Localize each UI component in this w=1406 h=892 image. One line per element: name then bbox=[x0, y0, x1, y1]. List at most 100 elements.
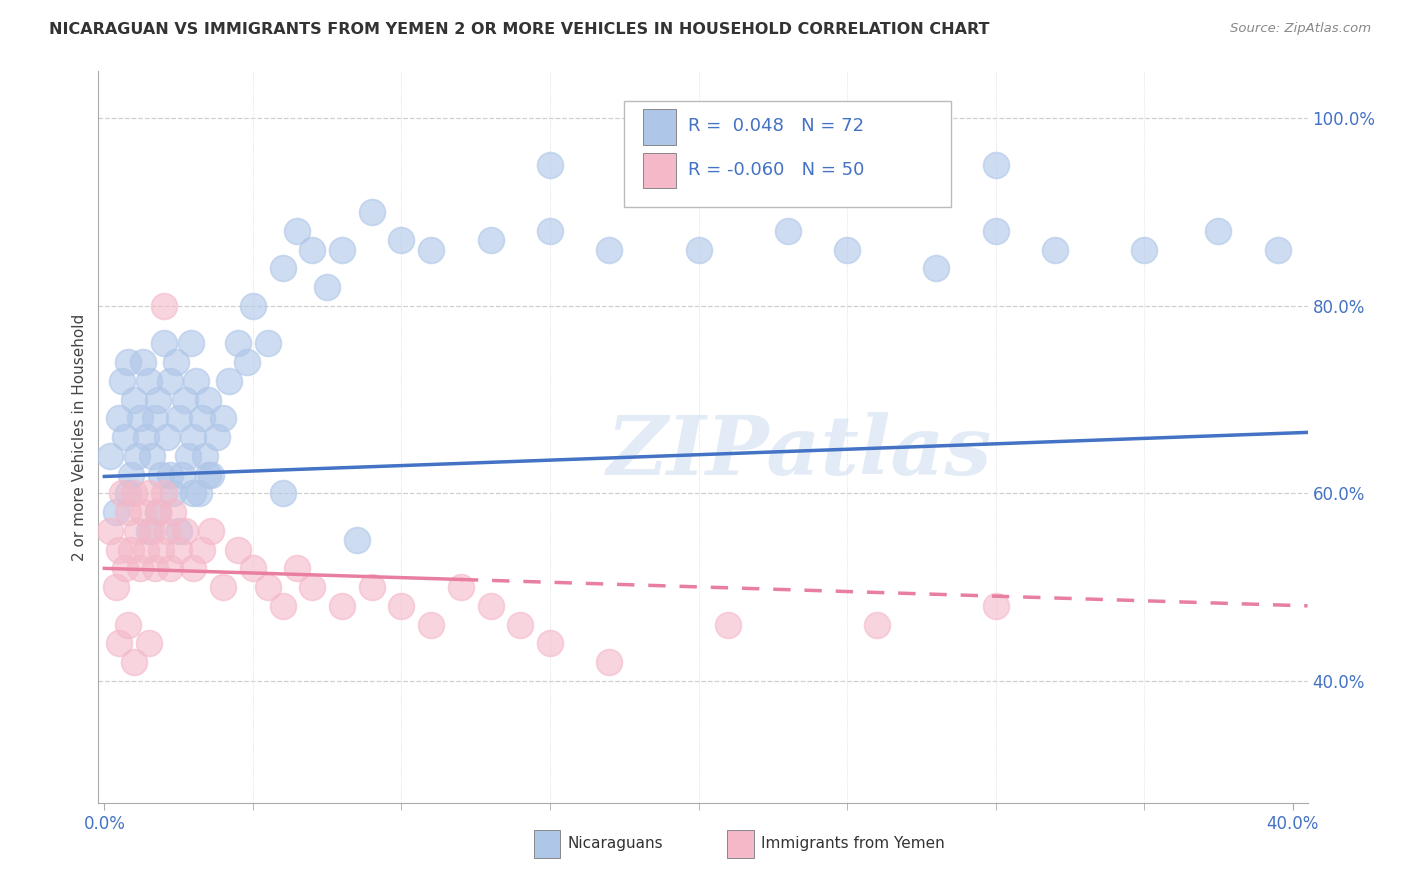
Point bbox=[226, 542, 249, 557]
Point bbox=[360, 580, 382, 594]
Point bbox=[330, 243, 353, 257]
Point bbox=[984, 224, 1007, 238]
Point bbox=[146, 392, 169, 407]
Point bbox=[132, 505, 155, 519]
Point bbox=[835, 243, 858, 257]
Point bbox=[212, 580, 235, 594]
Point bbox=[188, 486, 211, 500]
Point bbox=[149, 542, 172, 557]
Point bbox=[117, 617, 139, 632]
Point bbox=[776, 224, 799, 238]
Point bbox=[330, 599, 353, 613]
Point bbox=[925, 261, 948, 276]
Point bbox=[183, 486, 205, 500]
Point bbox=[538, 158, 561, 172]
Point bbox=[167, 411, 190, 425]
Point bbox=[598, 655, 620, 669]
Point bbox=[98, 449, 121, 463]
Point bbox=[218, 374, 240, 388]
Point bbox=[180, 336, 202, 351]
Text: Immigrants from Yemen: Immigrants from Yemen bbox=[761, 837, 945, 851]
Point bbox=[538, 224, 561, 238]
Point bbox=[197, 392, 219, 407]
Point bbox=[156, 524, 179, 538]
Point bbox=[346, 533, 368, 548]
Point bbox=[98, 524, 121, 538]
Point bbox=[162, 505, 184, 519]
Point bbox=[316, 280, 339, 294]
Point bbox=[984, 158, 1007, 172]
Point bbox=[111, 486, 134, 500]
Point bbox=[183, 430, 205, 444]
Point bbox=[271, 599, 294, 613]
Text: NICARAGUAN VS IMMIGRANTS FROM YEMEN 2 OR MORE VEHICLES IN HOUSEHOLD CORRELATION : NICARAGUAN VS IMMIGRANTS FROM YEMEN 2 OR… bbox=[49, 22, 990, 37]
Text: Source: ZipAtlas.com: Source: ZipAtlas.com bbox=[1230, 22, 1371, 36]
Point bbox=[538, 636, 561, 650]
Point bbox=[105, 580, 128, 594]
Point bbox=[183, 561, 205, 575]
Point bbox=[200, 524, 222, 538]
Point bbox=[129, 561, 152, 575]
Point bbox=[1043, 243, 1066, 257]
Point bbox=[159, 374, 181, 388]
Point bbox=[167, 524, 190, 538]
Point bbox=[866, 617, 889, 632]
Point bbox=[191, 411, 214, 425]
Point bbox=[1208, 224, 1230, 238]
Point bbox=[108, 411, 131, 425]
Point bbox=[117, 505, 139, 519]
Point bbox=[256, 336, 278, 351]
Point bbox=[120, 542, 142, 557]
Text: ZIPatlas: ZIPatlas bbox=[607, 412, 993, 491]
Point bbox=[152, 336, 174, 351]
Point bbox=[1133, 243, 1156, 257]
Point bbox=[141, 449, 163, 463]
Point bbox=[242, 299, 264, 313]
Point bbox=[688, 243, 710, 257]
Point bbox=[191, 542, 214, 557]
Point bbox=[159, 467, 181, 482]
Point bbox=[111, 374, 134, 388]
Point bbox=[194, 449, 217, 463]
Point bbox=[479, 233, 502, 247]
Point bbox=[479, 599, 502, 613]
Point bbox=[138, 374, 160, 388]
Point bbox=[212, 411, 235, 425]
Point bbox=[122, 655, 145, 669]
Point bbox=[114, 430, 136, 444]
Point bbox=[242, 561, 264, 575]
Point bbox=[122, 486, 145, 500]
Point bbox=[143, 561, 166, 575]
Point bbox=[108, 636, 131, 650]
Text: R =  0.048   N = 72: R = 0.048 N = 72 bbox=[689, 117, 865, 136]
Point bbox=[138, 524, 160, 538]
Bar bbox=[643, 153, 676, 188]
Point bbox=[105, 505, 128, 519]
Text: Nicaraguans: Nicaraguans bbox=[568, 837, 664, 851]
Point bbox=[156, 430, 179, 444]
Point bbox=[360, 205, 382, 219]
Point bbox=[135, 542, 157, 557]
Bar bbox=[643, 110, 676, 145]
Point bbox=[271, 261, 294, 276]
Point bbox=[207, 430, 229, 444]
Point bbox=[122, 392, 145, 407]
FancyBboxPatch shape bbox=[624, 101, 950, 207]
Point bbox=[146, 505, 169, 519]
Point bbox=[135, 430, 157, 444]
Point bbox=[197, 467, 219, 482]
Point bbox=[114, 561, 136, 575]
Point bbox=[717, 617, 740, 632]
Y-axis label: 2 or more Vehicles in Household: 2 or more Vehicles in Household bbox=[72, 313, 87, 561]
Point bbox=[170, 467, 193, 482]
Point bbox=[176, 449, 198, 463]
Point bbox=[167, 542, 190, 557]
Point bbox=[598, 243, 620, 257]
Point bbox=[420, 243, 443, 257]
Point bbox=[391, 599, 413, 613]
Point bbox=[301, 243, 323, 257]
Point bbox=[152, 299, 174, 313]
Point bbox=[159, 561, 181, 575]
Point bbox=[138, 636, 160, 650]
Point bbox=[173, 524, 195, 538]
